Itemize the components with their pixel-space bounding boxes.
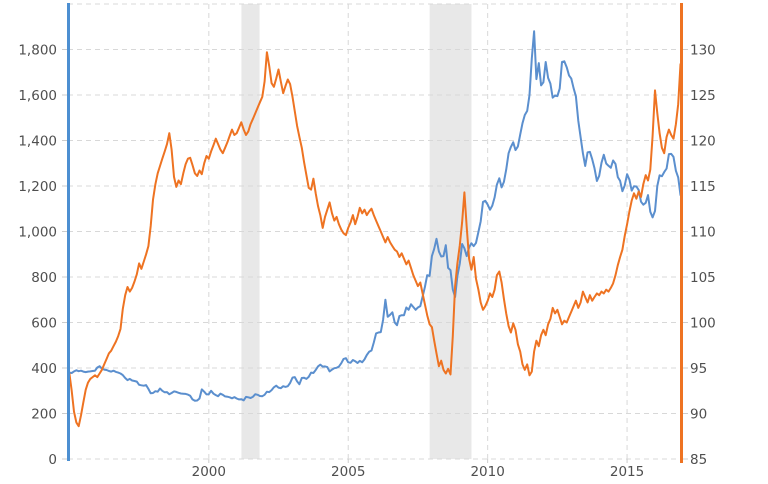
left-axis-label: 1,200 — [18, 179, 57, 195]
right-axis-label: 110 — [690, 225, 716, 241]
left-axis-label: 0 — [48, 452, 57, 468]
left-axis-label: 1,400 — [18, 134, 57, 150]
left-axis-label: 600 — [31, 316, 57, 332]
x-axis-label: 2010 — [470, 464, 504, 480]
x-axis-label: 2015 — [610, 464, 644, 480]
left-axis-label: 1,600 — [18, 88, 57, 104]
right-axis-label: 100 — [690, 316, 716, 332]
left-axis-label: 400 — [31, 361, 57, 377]
right-axis-label: 90 — [690, 407, 707, 423]
blue-series-left-axis-line — [68, 30, 682, 402]
right-axis-label: 85 — [690, 452, 707, 468]
x-axis-label: 2000 — [192, 464, 226, 480]
x-axis-label: 2005 — [331, 464, 365, 480]
left-axis-label: 200 — [31, 407, 57, 423]
right-axis-label: 125 — [690, 88, 716, 104]
right-axis-label: 95 — [690, 361, 707, 377]
right-axis-label: 130 — [690, 43, 716, 59]
right-axis-label: 120 — [690, 134, 716, 150]
right-axis-label: 115 — [690, 179, 716, 195]
left-axis-label: 1,800 — [18, 43, 57, 59]
left-axis-label: 1,000 — [18, 225, 57, 241]
right-axis-label: 105 — [690, 270, 716, 286]
left-axis-label: 800 — [31, 270, 57, 286]
orange-series-right-axis-line — [68, 51, 682, 428]
